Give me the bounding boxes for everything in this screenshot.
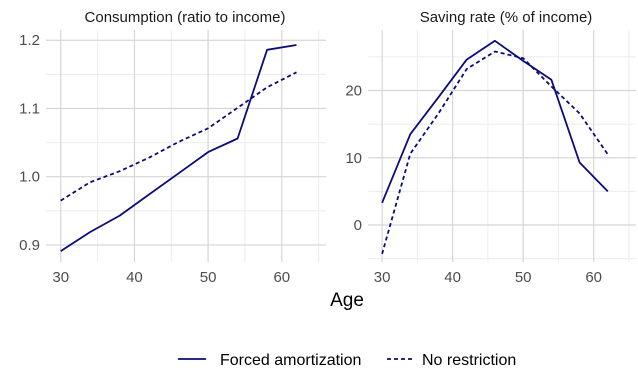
- saving-rate-x-tick-label: 40: [444, 269, 461, 286]
- saving-rate-y-tick-label: 0: [354, 217, 362, 234]
- consumption-x-tick-label: 60: [273, 269, 290, 286]
- consumption-y-tick-label: 1.1: [19, 100, 40, 117]
- consumption-series-forced-amortization: [60, 44, 297, 252]
- consumption-y-tick-label: 1.2: [19, 32, 40, 49]
- legend: Forced amortization No restriction: [178, 352, 516, 369]
- x-axis-label: Age: [330, 290, 364, 311]
- saving-rate-series-forced-amortization: [381, 39, 609, 204]
- saving-rate-title: Saving rate (% of income): [420, 9, 593, 26]
- consumption-panel: Consumption (ratio to income) 30 40 50 60 0.9…: [19, 9, 326, 286]
- consumption-y-tick-label: 0.9: [19, 237, 40, 254]
- saving-rate-y-tick-label: 20: [345, 83, 362, 100]
- saving-rate-x-tick-label: 50: [515, 269, 532, 286]
- legend-label-no-restriction: No restriction: [422, 352, 516, 369]
- saving-rate-x-tick-label: 30: [374, 269, 391, 286]
- consumption-x-tick-label: 50: [200, 269, 217, 286]
- consumption-y-tick-label: 1.0: [19, 169, 40, 186]
- consumption-title: Consumption (ratio to income): [85, 9, 286, 26]
- saving-rate-series-no-restriction: [381, 50, 609, 255]
- consumption-series-no-restriction: [60, 71, 297, 202]
- saving-rate-panel: Saving rate (% of income) 30 40 50 60 0 10 20: [345, 9, 636, 286]
- saving-rate-y-tick-label: 10: [345, 150, 362, 167]
- consumption-x-tick-label: 40: [126, 269, 143, 286]
- saving-rate-x-tick-label: 60: [585, 269, 602, 286]
- consumption-x-tick-label: 30: [52, 269, 69, 286]
- legend-label-forced-amortization: Forced amortization: [220, 352, 361, 369]
